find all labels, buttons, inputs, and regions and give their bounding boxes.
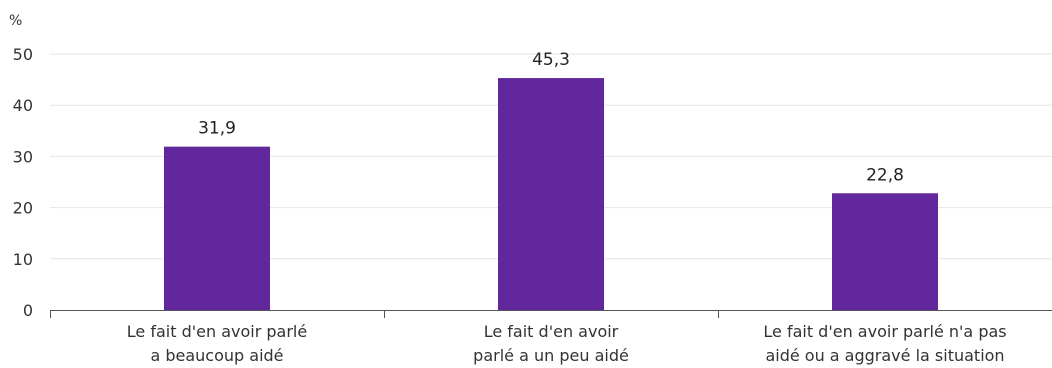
- bar: [164, 146, 270, 310]
- y-axis-ticks: 0 10 20 30 40 50: [13, 45, 33, 320]
- category-labels: Le fait d'en avoir parlé a beaucoup aidé L…: [127, 322, 1007, 365]
- y-axis-unit-label: %: [9, 13, 22, 29]
- y-tick-label: 0: [23, 301, 33, 320]
- y-tick-label: 10: [13, 250, 33, 269]
- category-label: aidé ou a aggravé la situation: [765, 346, 1004, 365]
- value-label: 22,8: [866, 165, 904, 185]
- y-tick-label: 30: [13, 147, 33, 166]
- category-label: parlé a un peu aidé: [473, 346, 629, 365]
- x-axis: [50, 310, 1052, 318]
- value-label: 45,3: [532, 50, 570, 70]
- y-tick-label: 50: [13, 45, 33, 64]
- value-label: 31,9: [198, 119, 236, 139]
- value-labels: 31,9 45,3 22,8: [198, 50, 904, 185]
- y-tick-label: 40: [13, 96, 33, 115]
- bar: [498, 78, 604, 311]
- category-label: Le fait d'en avoir parlé: [127, 322, 307, 341]
- bars: [164, 78, 938, 311]
- category-label: a beaucoup aidé: [150, 346, 283, 365]
- category-label: Le fait d'en avoir: [484, 322, 619, 341]
- bar: [832, 193, 938, 310]
- category-label: Le fait d'en avoir parlé n'a pas: [763, 322, 1006, 341]
- y-tick-label: 20: [13, 199, 33, 218]
